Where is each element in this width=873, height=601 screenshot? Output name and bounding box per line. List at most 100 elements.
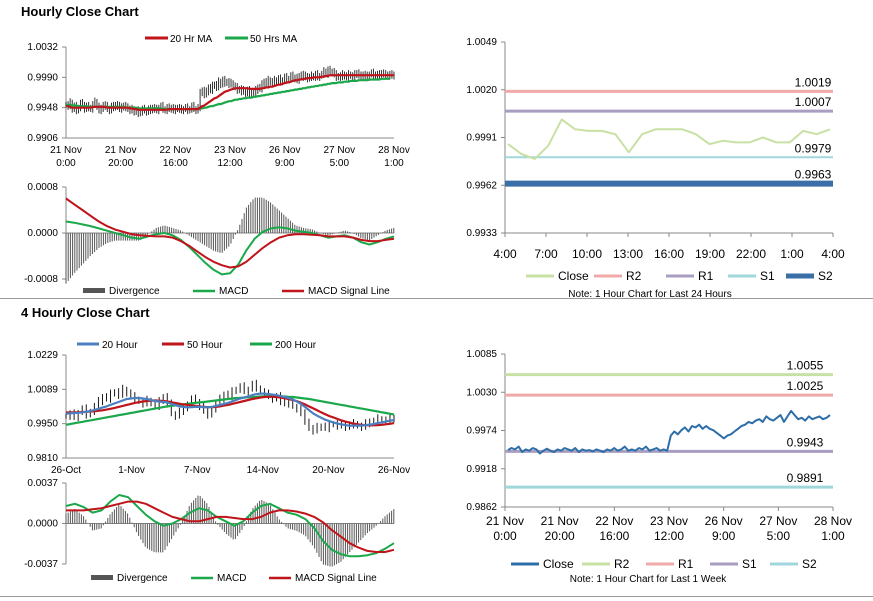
h-levels-level-label-s2: 0.9963 bbox=[795, 168, 832, 182]
hourly-price-x-tick-label: 21 Nov bbox=[50, 145, 82, 156]
four-hourly-price-y-tick-label: 1.0089 bbox=[27, 384, 58, 395]
four-hourly-price-x-tick-label: 20-Nov bbox=[312, 465, 344, 476]
legend-label-20-hour: 20 Hour bbox=[102, 340, 138, 351]
h-macd-axes bbox=[62, 186, 67, 280]
ma50-line bbox=[66, 77, 390, 111]
h-macd-legend-label-divergence: Divergence bbox=[109, 286, 160, 297]
hourly-price-y-tick-label: 0.9906 bbox=[27, 133, 58, 144]
h4-levels-y-tick-label: 0.9918 bbox=[466, 464, 497, 475]
h-levels-legend-label-s2: S2 bbox=[818, 269, 833, 283]
hourly-price-y-tick-label: 0.9948 bbox=[27, 103, 58, 114]
h-macd-legend-swatch-divergence bbox=[83, 288, 105, 293]
legend-label-50-hour: 50 Hour bbox=[187, 340, 223, 351]
h4-macd-macd-line bbox=[65, 494, 395, 558]
h-macd-legend-label-signal: MACD Signal Line bbox=[308, 286, 390, 297]
h4-levels-x-tick-label: 27 Nov bbox=[759, 514, 797, 528]
h-levels-y-tick-label: 0.9962 bbox=[466, 180, 497, 191]
hourly-price-bars bbox=[65, 65, 395, 118]
hourly-price-x-tick-label: 9:00 bbox=[275, 158, 295, 169]
h4-levels-x-tick-label: 26 Nov bbox=[705, 514, 743, 528]
ma20-line bbox=[66, 74, 394, 111]
h4-levels-legend-label-r1: R1 bbox=[678, 557, 694, 571]
hourly-price-x-tick-label: 12:00 bbox=[217, 158, 242, 169]
hourly-price-x-tick-label: 21 Nov bbox=[105, 145, 137, 156]
legend-label-50hr-ma: 50 Hrs MA bbox=[250, 34, 298, 45]
h4-levels-level-label-r1: 1.0025 bbox=[787, 379, 824, 393]
h4-levels-legend-label-close: Close bbox=[543, 557, 574, 571]
h4-levels-legend-label-s1: S1 bbox=[742, 557, 757, 571]
h-macd-y-tick-label: 0.0000 bbox=[27, 228, 58, 239]
hourly-price-y-tick-label: 0.9990 bbox=[27, 72, 58, 83]
h4-levels-y-tick-label: 0.9862 bbox=[466, 502, 497, 513]
h-levels-x-tick-label: 4:00 bbox=[493, 247, 517, 261]
four-hourly-price-y-tick-label: 0.9950 bbox=[27, 419, 58, 430]
h4-macd-divergence-bars bbox=[65, 495, 395, 567]
h4-levels-legend-label-r2: R2 bbox=[614, 557, 630, 571]
h-levels-x-tick-label: 10:00 bbox=[572, 247, 602, 261]
legend-label-20hr-ma: 20 Hr MA bbox=[170, 34, 213, 45]
hourly-price-x-tick-label: 23 Nov bbox=[214, 145, 246, 156]
h-levels-x-tick-label: 22:00 bbox=[736, 247, 766, 261]
bottom-divider bbox=[0, 596, 873, 597]
h-macd-divergence-bars bbox=[65, 197, 395, 284]
h4-levels-y-tick-label: 0.9974 bbox=[466, 426, 497, 437]
four-hourly-price-x-tick-label: 14-Nov bbox=[247, 465, 279, 476]
h4-levels-x-tick-label: 16:00 bbox=[599, 529, 629, 543]
four-hourly-price-axes bbox=[62, 354, 67, 459]
h-levels-y-tick-label: 0.9933 bbox=[466, 228, 497, 239]
h4-levels-x-tick-label: 28 Nov bbox=[814, 514, 852, 528]
hourly-price-x-tick-label: 5:00 bbox=[330, 158, 350, 169]
h4-levels-x-tick-label: 12:00 bbox=[654, 529, 684, 543]
h-levels-y-tick-label: 0.9991 bbox=[466, 133, 497, 144]
h4-levels-x-tick-label: 21 Nov bbox=[541, 514, 579, 528]
hourly-price-axes bbox=[62, 46, 67, 139]
hourly-price-x-tick-label: 28 Nov bbox=[378, 145, 410, 156]
four-hourly-price-x-tick-label: 1-Nov bbox=[118, 465, 145, 476]
h4-levels-x-tick-label: 21 Nov bbox=[486, 514, 524, 528]
h-macd-y-tick-label: 0.0008 bbox=[27, 182, 58, 193]
h-levels-y-tick-label: 1.0020 bbox=[466, 85, 497, 96]
hourly-price-x-tick-label: 16:00 bbox=[163, 158, 188, 169]
four-hourly-price-x-tick-label: 26-Oct bbox=[51, 465, 81, 476]
h-levels-legend-label-s1: S1 bbox=[760, 269, 775, 283]
h4-levels-x-tick-label: 1:00 bbox=[821, 529, 845, 543]
h4-macd-y-tick-label: 0.0000 bbox=[27, 519, 58, 530]
h-levels-legend-label-r2: R2 bbox=[626, 269, 642, 283]
ma50-hour-line bbox=[66, 395, 395, 427]
h-levels-x-tick-label: 16:00 bbox=[654, 247, 684, 261]
h-levels-y-tick-label: 1.0049 bbox=[466, 37, 497, 48]
h4-levels-axes bbox=[501, 353, 506, 508]
h4-levels-level-label-s2: 0.9891 bbox=[787, 471, 824, 485]
h4-levels-x-tick-label: 9:00 bbox=[712, 529, 736, 543]
hourly-price-x-tick-label: 0:00 bbox=[56, 158, 76, 169]
four-hourly-price-x-tick-label: 7-Nov bbox=[184, 465, 211, 476]
h-levels-legend-label-r1: R1 bbox=[698, 269, 714, 283]
h-macd-y-tick-label: -0.0008 bbox=[24, 274, 58, 285]
h4-macd-y-tick-label: -0.0037 bbox=[24, 559, 58, 570]
h-levels-x-tick-label: 19:00 bbox=[695, 247, 725, 261]
h4-macd-legend-label-signal: MACD Signal Line bbox=[295, 573, 377, 584]
four-hourly-price-y-tick-label: 1.0229 bbox=[27, 350, 58, 361]
hourly-section-title: Hourly Close Chart bbox=[21, 4, 139, 19]
h4-macd-legend-label-macd: MACD bbox=[217, 573, 246, 584]
h-levels-level-label-r2: 1.0019 bbox=[795, 75, 832, 89]
legend-label-200-hour: 200 Hour bbox=[275, 340, 317, 351]
hourly-price-x-tick-label: 1:00 bbox=[384, 158, 404, 169]
h-macd-signal-line bbox=[65, 197, 395, 269]
h4-macd-legend-label-divergence: Divergence bbox=[117, 573, 168, 584]
h-levels-note: Note: 1 Hour Chart for Last 24 Hours bbox=[568, 289, 731, 300]
h4-macd-legend-swatch-divergence bbox=[91, 575, 113, 580]
h4-levels-x-tick-label: 20:00 bbox=[545, 529, 575, 543]
h4-levels-x-tick-label: 0:00 bbox=[493, 529, 517, 543]
hourly-price-x-tick-label: 22 Nov bbox=[159, 145, 191, 156]
h4-levels-x-tick-label: 23 Nov bbox=[650, 514, 688, 528]
h4-levels-x-tick-label: 22 Nov bbox=[595, 514, 633, 528]
h4-macd-signal-line bbox=[66, 500, 395, 553]
section-divider bbox=[0, 298, 873, 299]
h-levels-level-label-s1: 0.9979 bbox=[795, 141, 832, 155]
h4-levels-x-tick-label: 5:00 bbox=[767, 529, 791, 543]
h4-levels-note: Note: 1 Hour Chart for Last 1 Week bbox=[570, 574, 728, 585]
h4-macd-y-tick-label: 0.0037 bbox=[27, 478, 58, 489]
h-levels-close-line bbox=[507, 118, 831, 160]
